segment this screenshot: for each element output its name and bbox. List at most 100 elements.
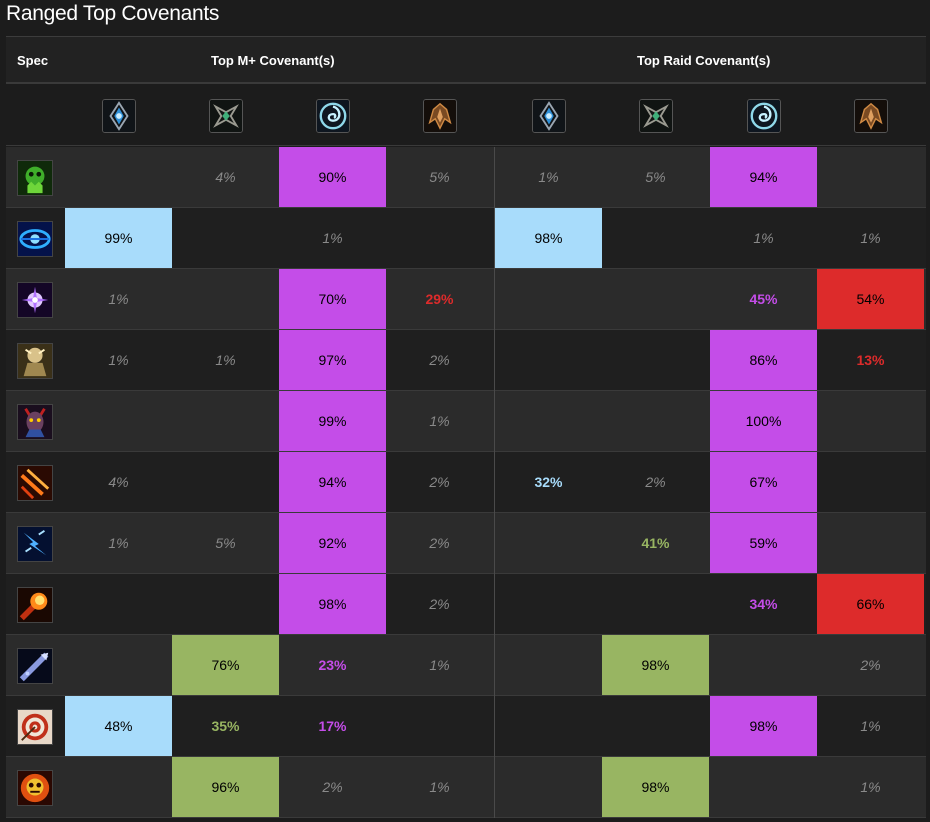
table-row: 4% 90% 5% 1% 5% 94% [6, 147, 926, 208]
beast-mastery-hunter-icon [17, 343, 53, 379]
mplus-venthyr-value: 2% [429, 352, 450, 368]
page-title: Ranged Top Covenants [6, 2, 220, 25]
table-row: 48% 35% 17% 98% 1% [6, 696, 926, 757]
mplus-nightfae-value: 94% [279, 452, 386, 512]
mplus-venthyr-value: 1% [429, 779, 450, 795]
raid-venthyr-value: 13% [856, 352, 885, 368]
table-row: 1% 1% 97% 2% 86% 13% [6, 330, 926, 391]
mplus-nightfae-value: 90% [279, 147, 386, 207]
raid-venthyr-value: 1% [860, 230, 881, 246]
mplus-kyrian-value: 99% [65, 208, 172, 268]
row-divider [6, 634, 926, 635]
night-fae-icon [746, 99, 781, 133]
raid-nightfae-value: 98% [710, 696, 817, 756]
demonology-warlock-icon [17, 404, 53, 440]
mplus-venthyr-value: 29% [425, 291, 454, 307]
table-row: 1% 70% 29% 45% 54% [6, 269, 926, 330]
mplus-column-header: Top M+ Covenant(s) [211, 53, 335, 68]
mplus-necrolord-value: 5% [215, 535, 236, 551]
raid-venthyr-value: 54% [817, 269, 924, 329]
raid-column-header: Top Raid Covenant(s) [637, 53, 771, 68]
raid-venthyr-value: 1% [860, 779, 881, 795]
raid-necrolord-value: 98% [602, 757, 709, 817]
row-divider [6, 695, 926, 696]
arcane-mage-icon [17, 770, 53, 806]
mplus-necrolord-value: 96% [172, 757, 279, 817]
kyrian-icon [101, 99, 136, 133]
raid-venthyr-value: 1% [860, 718, 881, 734]
necrolord-icon [638, 99, 673, 133]
raid-necrolord-value: 5% [645, 169, 666, 185]
row-divider [6, 268, 926, 269]
mplus-kyrian-value: 4% [108, 474, 129, 490]
raid-nightfae-value: 86% [710, 330, 817, 390]
fire-mage-icon [17, 587, 53, 623]
raid-nightfae-value: 94% [710, 147, 817, 207]
night-fae-icon [315, 99, 350, 133]
raid-necrolord-value: 41% [641, 535, 670, 551]
mplus-nightfae-value: 97% [279, 330, 386, 390]
table-row: 99% 1% 100% [6, 391, 926, 452]
mplus-venthyr-value: 1% [429, 413, 450, 429]
mplus-nightfae-value: 1% [322, 230, 343, 246]
raid-kyrian-value: 32% [534, 474, 563, 490]
table-row: 99% 1% 98% 1% 1% [6, 208, 926, 269]
raid-venthyr-value: 2% [860, 657, 881, 673]
mplus-venthyr-value: 2% [429, 596, 450, 612]
mplus-kyrian-value: 1% [108, 352, 129, 368]
covenant-icon-row [6, 86, 926, 146]
mplus-nightfae-value: 92% [279, 513, 386, 573]
shadow-priest-icon [17, 282, 53, 318]
mplus-nightfae-value: 23% [318, 657, 347, 673]
raid-nightfae-value: 67% [710, 452, 817, 512]
frost-mage-icon [17, 648, 53, 684]
row-divider [6, 512, 926, 513]
row-divider [6, 207, 926, 208]
mplus-nightfae-value: 98% [279, 574, 386, 634]
row-divider [6, 451, 926, 452]
raid-nightfae-value: 1% [753, 230, 774, 246]
row-divider [6, 329, 926, 330]
row-divider [6, 573, 926, 574]
mplus-necrolord-value: 4% [215, 169, 236, 185]
mplus-kyrian-value: 1% [108, 291, 129, 307]
kyrian-icon [531, 99, 566, 133]
group-divider [494, 147, 495, 818]
mplus-nightfae-value: 17% [318, 718, 347, 734]
venthyr-icon [422, 99, 457, 133]
raid-necrolord-value: 98% [602, 635, 709, 695]
mplus-nightfae-value: 2% [322, 779, 343, 795]
mplus-necrolord-value: 76% [172, 635, 279, 695]
raid-nightfae-value: 100% [710, 391, 817, 451]
mplus-venthyr-value: 5% [429, 169, 450, 185]
venthyr-icon [853, 99, 888, 133]
spec-column-header: Spec [17, 53, 49, 68]
balance-druid-icon [17, 221, 53, 257]
raid-nightfae-value: 45% [749, 291, 778, 307]
table-row: 96% 2% 1% 98% 1% [6, 757, 926, 818]
table-header: Spec Top M+ Covenant(s) Top Raid Covenan… [6, 37, 926, 84]
table-row: 76% 23% 1% 98% 2% [6, 635, 926, 696]
table-row: 98% 2% 34% 66% [6, 574, 926, 635]
row-divider [6, 390, 926, 391]
table-row: 1% 5% 92% 2% 41% 59% [6, 513, 926, 574]
mplus-venthyr-value: 2% [429, 535, 450, 551]
raid-kyrian-value: 1% [538, 169, 559, 185]
title-divider [6, 36, 926, 37]
mplus-nightfae-value: 99% [279, 391, 386, 451]
affliction-warlock-icon [17, 160, 53, 196]
row-divider [6, 817, 926, 818]
raid-nightfae-value: 59% [710, 513, 817, 573]
mplus-venthyr-value: 1% [429, 657, 450, 673]
mplus-kyrian-value: 1% [108, 535, 129, 551]
mplus-venthyr-value: 2% [429, 474, 450, 490]
raid-necrolord-value: 2% [645, 474, 666, 490]
table-row: 4% 94% 2% 32% 2% 67% [6, 452, 926, 513]
elemental-shaman-icon [17, 526, 53, 562]
mplus-kyrian-value: 48% [65, 696, 172, 756]
raid-kyrian-value: 98% [495, 208, 602, 268]
necrolord-icon [208, 99, 243, 133]
mplus-necrolord-value: 1% [215, 352, 236, 368]
marksmanship-hunter-icon [17, 709, 53, 745]
raid-venthyr-value: 66% [817, 574, 924, 634]
